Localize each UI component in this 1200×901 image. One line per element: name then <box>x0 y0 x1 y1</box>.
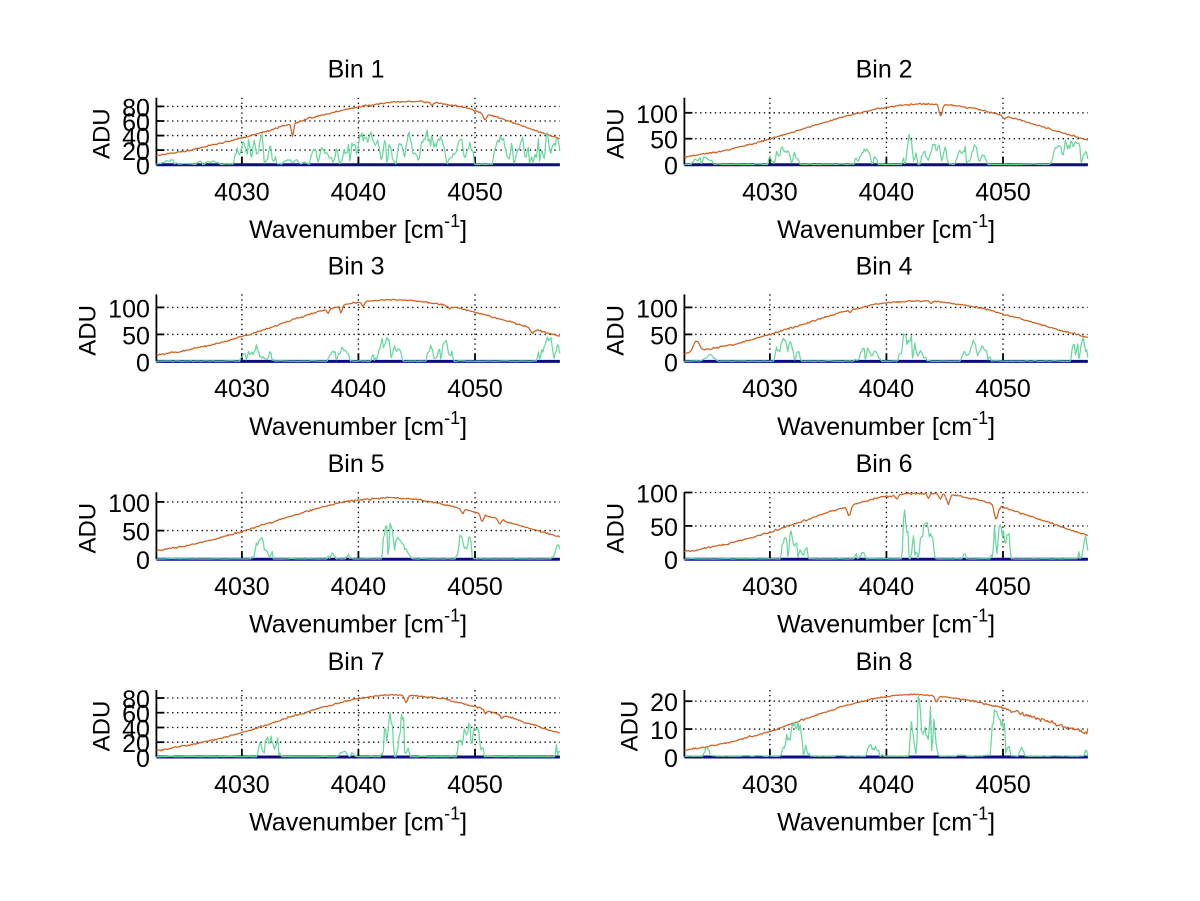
svg-text:100: 100 <box>636 101 678 129</box>
svg-text:Wavenumber [cm-1]: Wavenumber [cm-1] <box>249 211 467 244</box>
svg-text:4030: 4030 <box>742 771 798 799</box>
svg-text:0: 0 <box>664 153 678 181</box>
svg-text:0: 0 <box>136 547 150 575</box>
svg-text:ADU: ADU <box>89 701 116 752</box>
svg-text:Wavenumber [cm-1]: Wavenumber [cm-1] <box>777 804 995 837</box>
svg-text:80: 80 <box>122 686 150 714</box>
svg-text:100: 100 <box>636 295 678 323</box>
svg-text:4040: 4040 <box>331 771 387 799</box>
svg-text:50: 50 <box>122 322 150 350</box>
svg-text:60: 60 <box>122 109 150 137</box>
svg-text:4040: 4040 <box>331 573 387 601</box>
svg-text:Bin 8: Bin 8 <box>856 648 913 676</box>
svg-text:4050: 4050 <box>447 771 503 799</box>
svg-text:4040: 4040 <box>331 179 387 207</box>
svg-text:4030: 4030 <box>742 375 798 403</box>
svg-text:80: 80 <box>122 94 150 122</box>
svg-text:40: 40 <box>122 124 150 152</box>
svg-text:ADU: ADU <box>89 108 116 159</box>
svg-text:Wavenumber [cm-1]: Wavenumber [cm-1] <box>249 606 467 639</box>
svg-text:Bin 7: Bin 7 <box>328 648 385 676</box>
svg-text:0: 0 <box>136 349 150 377</box>
svg-text:Wavenumber [cm-1]: Wavenumber [cm-1] <box>777 408 995 441</box>
svg-text:4040: 4040 <box>859 573 915 601</box>
svg-text:0: 0 <box>664 349 678 377</box>
svg-text:ADU: ADU <box>75 305 102 356</box>
svg-text:0: 0 <box>664 745 678 773</box>
svg-text:ADU: ADU <box>603 305 630 356</box>
svg-text:Bin 1: Bin 1 <box>328 56 385 84</box>
svg-text:Bin 3: Bin 3 <box>328 252 385 280</box>
svg-text:4050: 4050 <box>447 573 503 601</box>
svg-text:4030: 4030 <box>742 573 798 601</box>
svg-text:4050: 4050 <box>975 771 1031 799</box>
svg-text:4050: 4050 <box>447 179 503 207</box>
svg-text:4050: 4050 <box>975 375 1031 403</box>
svg-text:4030: 4030 <box>742 179 798 207</box>
svg-text:100: 100 <box>108 295 150 323</box>
svg-text:ADU: ADU <box>617 701 644 752</box>
svg-text:0: 0 <box>664 547 678 575</box>
svg-text:50: 50 <box>650 322 678 350</box>
svg-text:4040: 4040 <box>859 771 915 799</box>
svg-text:20: 20 <box>122 138 150 166</box>
svg-text:Wavenumber [cm-1]: Wavenumber [cm-1] <box>249 408 467 441</box>
svg-text:Bin 4: Bin 4 <box>856 252 913 280</box>
svg-text:40: 40 <box>122 716 150 744</box>
svg-text:50: 50 <box>122 519 150 547</box>
svg-text:Wavenumber [cm-1]: Wavenumber [cm-1] <box>777 606 995 639</box>
svg-text:4050: 4050 <box>975 573 1031 601</box>
svg-text:50: 50 <box>650 127 678 155</box>
svg-text:20: 20 <box>650 689 678 717</box>
svg-text:4030: 4030 <box>214 375 270 403</box>
svg-text:0: 0 <box>136 153 150 181</box>
svg-text:Bin 6: Bin 6 <box>856 450 913 478</box>
svg-text:Bin 5: Bin 5 <box>328 450 385 478</box>
svg-text:4030: 4030 <box>214 573 270 601</box>
svg-text:ADU: ADU <box>75 503 102 554</box>
svg-text:20: 20 <box>122 730 150 758</box>
svg-text:ADU: ADU <box>603 108 630 159</box>
svg-text:Wavenumber [cm-1]: Wavenumber [cm-1] <box>777 211 995 244</box>
svg-text:100: 100 <box>636 481 678 509</box>
svg-text:ADU: ADU <box>603 503 630 554</box>
svg-text:4030: 4030 <box>214 179 270 207</box>
svg-text:0: 0 <box>136 745 150 773</box>
svg-text:4030: 4030 <box>214 771 270 799</box>
svg-text:4050: 4050 <box>975 179 1031 207</box>
svg-text:4050: 4050 <box>447 375 503 403</box>
svg-text:10: 10 <box>650 717 678 745</box>
svg-text:4040: 4040 <box>331 375 387 403</box>
svg-text:100: 100 <box>108 490 150 518</box>
svg-text:50: 50 <box>650 514 678 542</box>
svg-text:4040: 4040 <box>859 179 915 207</box>
svg-text:Wavenumber [cm-1]: Wavenumber [cm-1] <box>249 804 467 837</box>
svg-text:4040: 4040 <box>859 375 915 403</box>
svg-text:Bin 2: Bin 2 <box>856 56 913 84</box>
svg-text:60: 60 <box>122 701 150 729</box>
